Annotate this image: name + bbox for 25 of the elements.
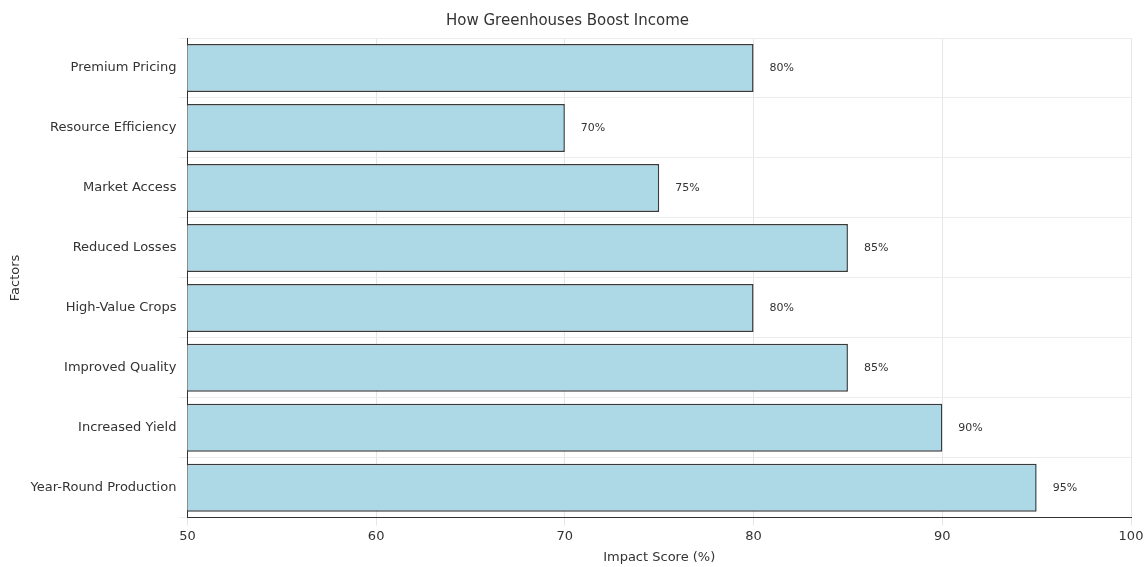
x-tick-label: 80 xyxy=(745,527,762,543)
data-label: 80% xyxy=(769,60,795,74)
x-axis-title: Impact Score (%) xyxy=(603,548,716,564)
x-tick-label: 100 xyxy=(1118,527,1144,543)
y-tick-label: Improved Quality xyxy=(64,359,177,375)
data-label: 95% xyxy=(1052,480,1078,494)
data-label: 90% xyxy=(958,420,983,434)
x-tick-label: 50 xyxy=(179,527,196,543)
y-tick-label: Year-Round Production xyxy=(29,479,177,495)
chart-title: How Greenhouses Boost Income xyxy=(445,10,690,29)
x-tick-label: 60 xyxy=(367,527,385,543)
y-tick-label: Reduced Losses xyxy=(72,239,177,255)
y-tick-label: Increased Yield xyxy=(78,419,177,435)
x-tick-label: 90 xyxy=(934,527,951,543)
data-label: 70% xyxy=(580,120,606,134)
data-label: 85% xyxy=(863,360,889,374)
y-axis-title: Factors xyxy=(7,254,23,302)
y-tick-label: Premium Pricing xyxy=(70,59,177,75)
y-tick-label: High-Value Crops xyxy=(65,299,177,315)
data-label: 80% xyxy=(769,300,795,314)
data-label: 75% xyxy=(675,180,700,194)
y-tick-label: Resource Efficiency xyxy=(50,119,177,135)
y-tick-label: Market Access xyxy=(83,179,177,195)
x-tick-label: 70 xyxy=(556,527,574,543)
data-label: 85% xyxy=(863,240,889,254)
